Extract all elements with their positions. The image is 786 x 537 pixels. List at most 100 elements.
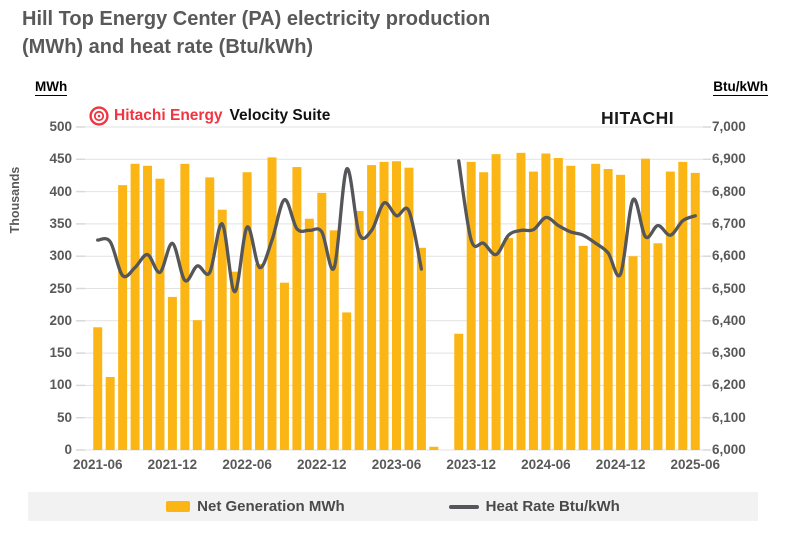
left-axis-tick-label: 0: [64, 442, 72, 457]
net-generation-bar: [603, 168, 613, 451]
net-generation-bar: [255, 263, 265, 450]
x-axis-tick-label: 2023-06: [371, 457, 422, 472]
left-axis-tick-label: 100: [49, 377, 72, 393]
chart-legend: Net Generation MWh Heat Rate Btu/kWh: [28, 492, 758, 521]
left-axis-tick-label: 500: [49, 119, 72, 134]
legend-item-heat-rate[interactable]: Heat Rate Btu/kWh: [448, 498, 620, 515]
legend-label-net-generation: Net Generation MWh: [197, 498, 345, 515]
net-generation-bar: [329, 230, 339, 450]
x-axis-tick-label: 2024-12: [595, 457, 646, 472]
net-generation-bar: [690, 172, 700, 450]
right-axis-tick-label: 6,600: [712, 248, 746, 264]
net-generation-bar: [279, 282, 289, 450]
net-generation-bar: [628, 256, 638, 450]
legend-label-heat-rate: Heat Rate Btu/kWh: [485, 498, 620, 515]
net-generation-bar: [267, 157, 277, 450]
left-axis-tick-label: 150: [49, 345, 72, 361]
net-generation-bar: [578, 245, 588, 450]
net-generation-bar: [317, 192, 327, 450]
net-generation-bar: [205, 177, 215, 450]
left-axis-tick-label: 300: [49, 248, 72, 264]
net-generation-bar: [541, 153, 551, 450]
heat-rate-line: [457, 159, 697, 278]
x-axis-tick-label: 2021-12: [147, 457, 198, 472]
net-generation-bar: [504, 238, 514, 450]
net-generation-bar: [118, 185, 128, 450]
hitachi-wordmark: HITACHI: [601, 108, 675, 128]
title-line-1: Hill Top Energy Center (PA) electricity …: [22, 8, 491, 30]
hitachi-energy-logo-text: Hitachi Energy: [114, 107, 223, 124]
heat-rate-swatch-icon: [448, 504, 479, 509]
net-generation-bar: [192, 320, 202, 450]
left-axis-tick-label: 450: [49, 151, 72, 167]
left-axis-tick-label: 250: [49, 280, 72, 296]
net-generation-bar: [354, 210, 364, 450]
right-axis-tick-label: 7,000: [712, 119, 746, 134]
net-generation-bar: [466, 161, 476, 450]
net-generation-bar: [230, 271, 240, 450]
page-title: Hill Top Energy Center (PA) electricity …: [22, 6, 767, 61]
net-generation-bar: [130, 163, 140, 450]
net-generation-bar: [379, 161, 389, 450]
net-generation-bar: [553, 158, 563, 450]
net-generation-bar: [416, 247, 426, 450]
heat-rate-line: [96, 167, 424, 294]
net-generation-bar: [143, 165, 153, 450]
x-axis-tick-label: 2022-12: [297, 457, 347, 472]
left-axis-header: MWh: [35, 79, 68, 96]
net-generation-bar: [342, 312, 352, 450]
left-axis-tick-label: 350: [49, 215, 72, 231]
right-axis-tick-label: 6,800: [712, 183, 746, 199]
right-axis-tick-label: 6,200: [712, 377, 746, 393]
net-generation-bar: [454, 333, 464, 450]
net-generation-bar: [242, 172, 252, 450]
right-axis-tick-label: 6,700: [712, 215, 746, 231]
net-generation-bar: [479, 172, 489, 450]
net-generation-bar: [404, 167, 414, 450]
net-generation-bar: [105, 377, 115, 450]
net-generation-bar: [167, 296, 177, 450]
hitachi-energy-ring-icon: [89, 106, 109, 126]
right-axis-tick-label: 6,500: [712, 280, 746, 296]
right-axis-tick-label: 6,100: [712, 409, 746, 425]
net-generation-bar: [155, 178, 165, 450]
net-generation-bar: [653, 243, 663, 450]
net-generation-bar: [516, 152, 526, 450]
net-generation-bar: [217, 209, 227, 450]
net-generation-bar: [616, 174, 626, 450]
net-generation-bar: [429, 446, 439, 450]
right-axis-tick-label: 6,000: [712, 442, 746, 457]
net-generation-bar: [180, 163, 190, 450]
net-generation-swatch-icon: [166, 501, 191, 512]
x-axis-tick-label: 2025-06: [670, 457, 721, 472]
right-axis-tick-label: 6,300: [712, 345, 746, 361]
net-generation-bar: [93, 327, 103, 450]
left-axis-tick-label: 400: [49, 183, 72, 199]
right-axis-tick-label: 6,900: [712, 151, 746, 167]
net-generation-bar: [591, 163, 601, 450]
x-axis-tick-label: 2022-06: [222, 457, 272, 472]
left-axis-tick-label: 50: [56, 409, 72, 425]
title-line-2: (MWh) and heat rate (Btu/kWh): [22, 35, 314, 58]
net-generation-bar: [665, 171, 675, 450]
velocity-suite-label: Velocity Suite: [229, 107, 331, 124]
net-generation-bar: [392, 161, 401, 450]
right-axis-tick-label: 6,400: [712, 312, 746, 328]
net-generation-bar: [678, 161, 688, 450]
net-generation-bar: [528, 171, 538, 450]
right-axis-header: Btu/kWh: [713, 79, 768, 96]
net-generation-bar: [491, 154, 501, 450]
net-generation-bar: [566, 165, 576, 450]
net-generation-bar: [367, 165, 377, 450]
net-generation-bar: [292, 167, 302, 450]
hitachi-energy-brand: Hitachi Energy Velocity Suite: [89, 106, 330, 126]
x-axis-tick-label: 2023-12: [446, 457, 496, 472]
net-generation-bar: [640, 158, 650, 451]
left-axis-tick-label: 200: [49, 312, 72, 328]
x-axis-tick-label: 2021-06: [72, 457, 123, 472]
net-generation-bar: [304, 218, 314, 450]
legend-item-net-generation[interactable]: Net Generation MWh: [166, 498, 345, 515]
x-axis-tick-label: 2024-06: [521, 457, 571, 472]
